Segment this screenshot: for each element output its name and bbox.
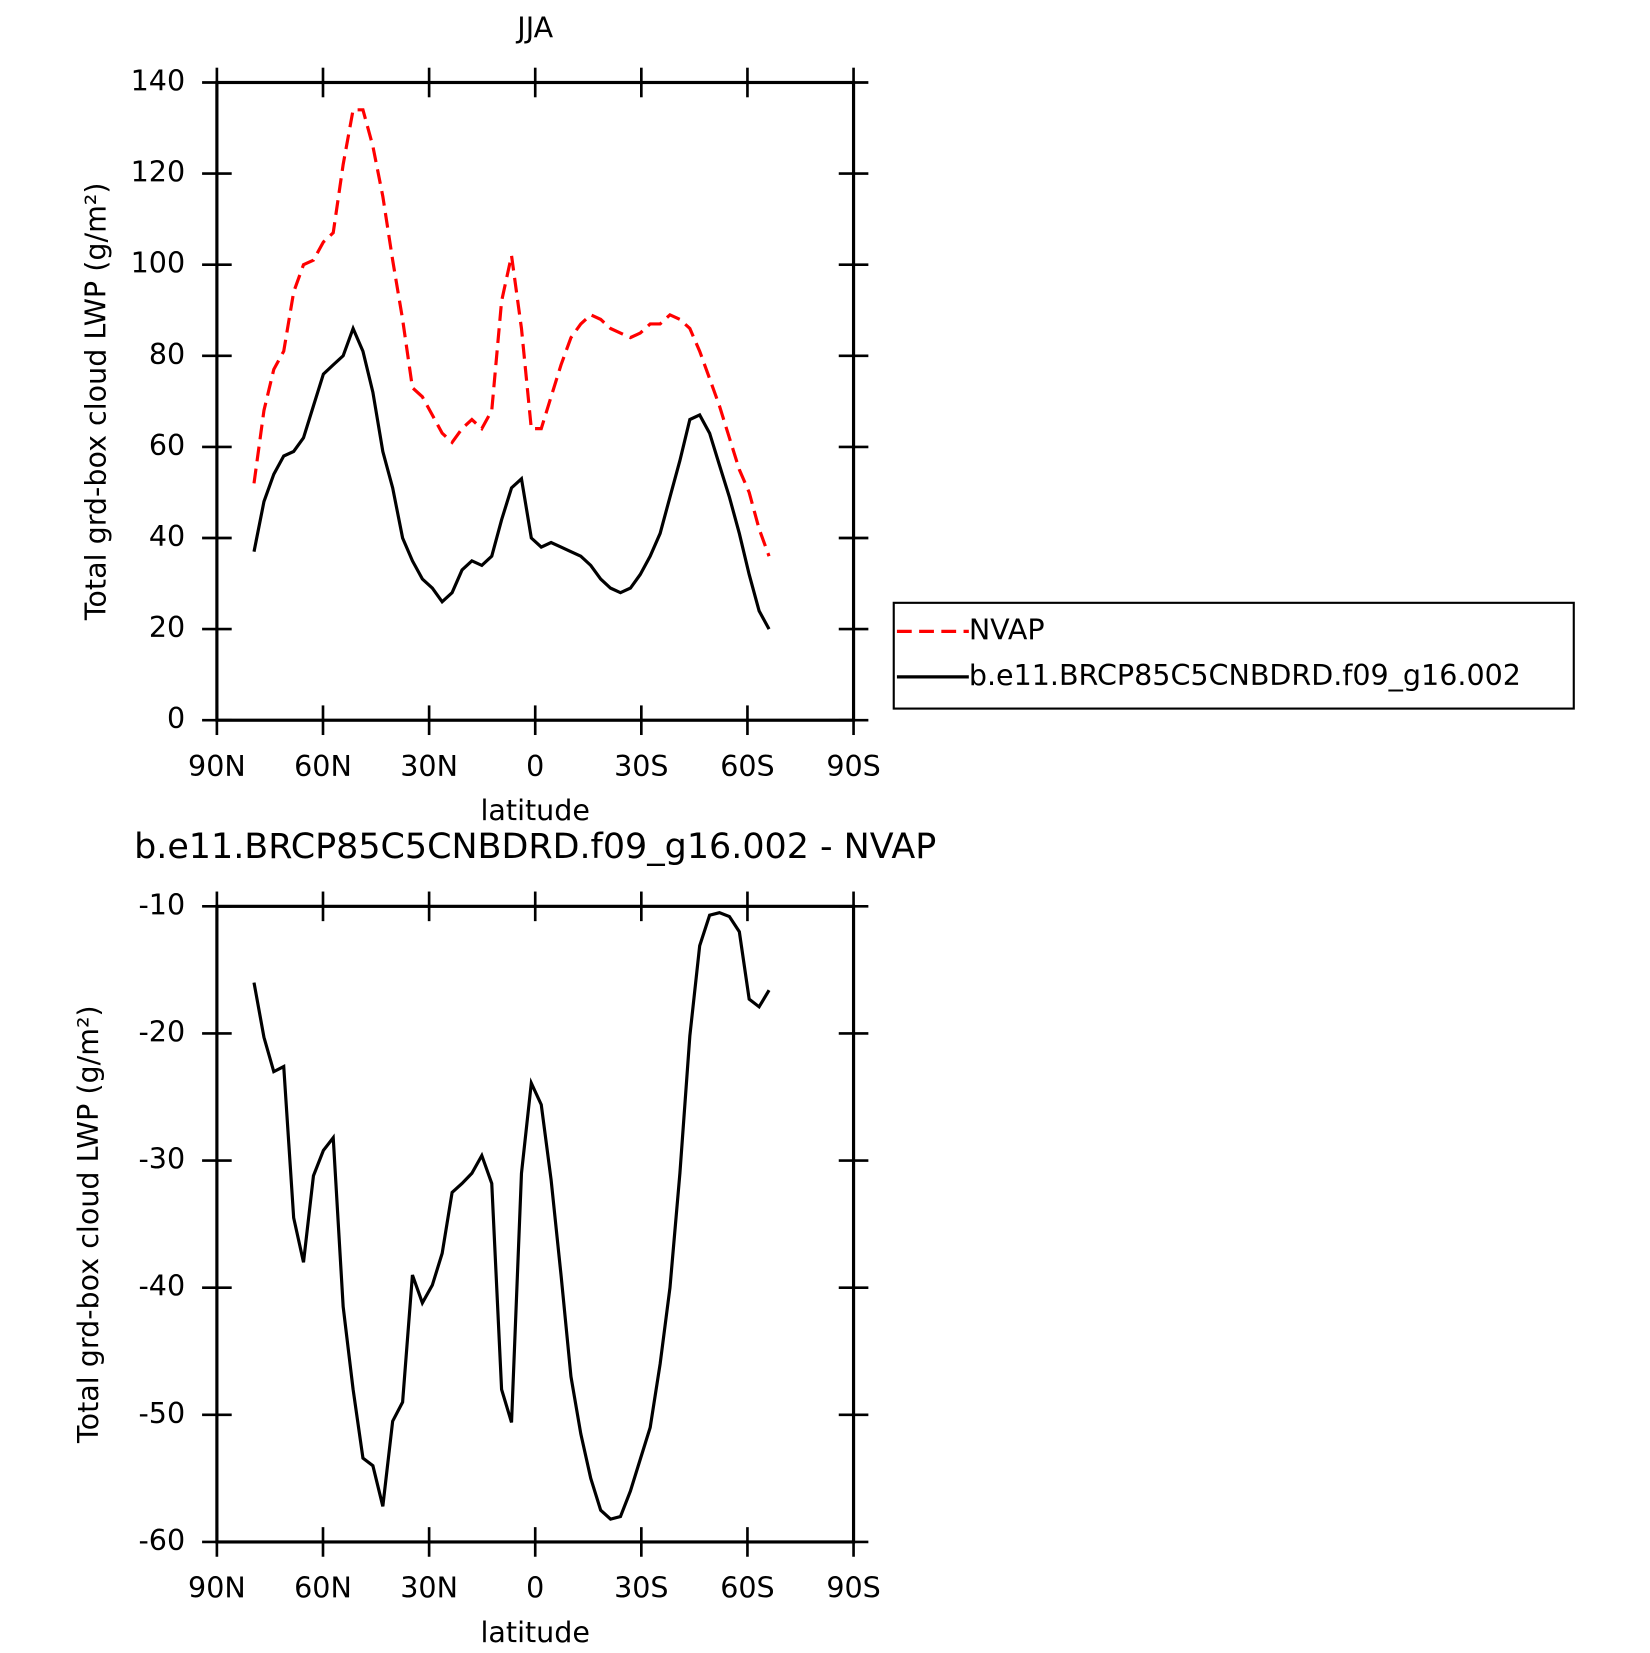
x-tick-label: 60S — [720, 749, 774, 783]
x-axis-label: latitude — [480, 793, 590, 827]
y-tick-label: -20 — [139, 1014, 186, 1048]
x-tick-label: 0 — [526, 1571, 544, 1605]
y-axis-label: Total grd-box cloud LWP (g/m²) — [78, 183, 112, 622]
y-tick-label: 0 — [167, 701, 185, 735]
y-tick-label: 20 — [149, 610, 185, 644]
legend-label: b.e11.BRCP85C5CNBDRD.f09_g16.002 — [969, 658, 1521, 692]
x-tick-label: 30N — [400, 1571, 458, 1605]
chart-title: JJA — [515, 11, 553, 45]
legend-box — [892, 601, 1575, 710]
chart-title: b.e11.BRCP85C5CNBDRD.f09_g16.002 - NVAP — [134, 827, 936, 867]
y-tick-label: -10 — [139, 887, 186, 921]
x-tick-label: 30N — [400, 749, 458, 783]
x-tick-label: 90N — [188, 1571, 246, 1605]
y-tick-label: 40 — [149, 519, 185, 553]
y-tick-label: 60 — [149, 428, 185, 462]
x-tick-label: 60N — [294, 1571, 352, 1605]
y-axis-label: Total grd-box cloud LWP (g/m²) — [71, 1005, 105, 1444]
y-tick-label: -50 — [139, 1396, 186, 1430]
data-line — [252, 108, 771, 557]
plot-frame — [215, 80, 856, 722]
x-tick-label: 30S — [614, 749, 668, 783]
data-line — [252, 324, 771, 630]
x-tick-label: 30S — [614, 1571, 668, 1605]
y-tick-label: 120 — [131, 155, 186, 189]
y-tick-label: 80 — [149, 337, 185, 371]
x-tick-label: 90S — [826, 1571, 880, 1605]
y-tick-label: -40 — [139, 1269, 186, 1303]
x-tick-label: 60N — [294, 749, 352, 783]
x-tick-label: 0 — [526, 749, 544, 783]
y-tick-label: 100 — [131, 246, 186, 280]
x-axis-label: latitude — [480, 1615, 590, 1649]
x-tick-label: 60S — [720, 1571, 774, 1605]
x-tick-label: 90S — [826, 749, 880, 783]
data-line — [252, 911, 771, 1521]
y-tick-label: 140 — [131, 63, 186, 97]
plot-frame — [215, 904, 856, 1544]
x-tick-label: 90N — [188, 749, 246, 783]
legend-label: NVAP — [969, 612, 1045, 646]
y-tick-label: -60 — [139, 1523, 186, 1557]
y-tick-label: -30 — [139, 1142, 186, 1176]
